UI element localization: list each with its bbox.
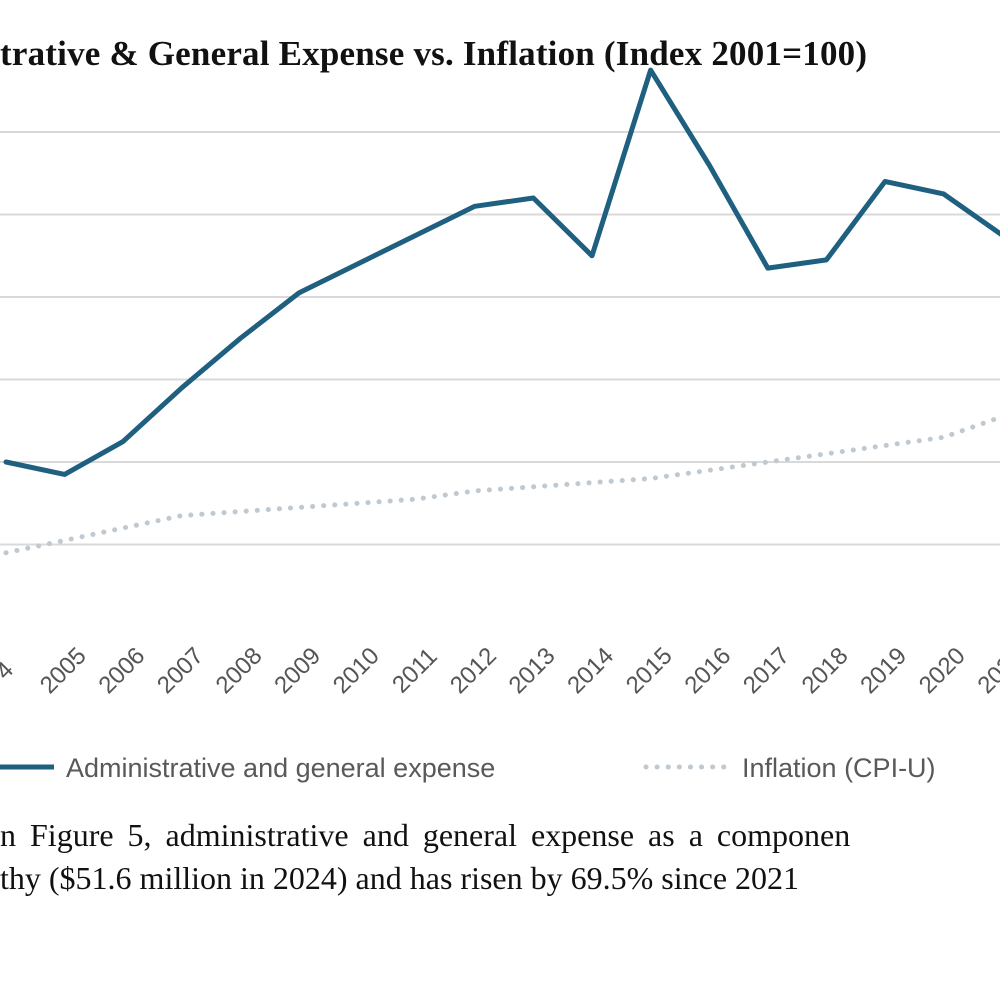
x-tick-label: 2009 (269, 642, 326, 699)
x-tick-label: 2006 (93, 642, 150, 699)
x-tick-label: 2015 (621, 642, 678, 699)
x-axis-tick-labels: 4 2005 2006 2007 2008 2009 2010 2011 2012 2013 201… (0, 642, 1000, 699)
x-tick-label: 2013 (504, 642, 561, 699)
x-tick-label: 2019 (855, 642, 912, 699)
caption-line-2: thy ($51.6 million in 2024) and has rise… (0, 860, 800, 896)
series-line-0 (3, 67, 1000, 477)
x-tick-label: 2007 (152, 642, 209, 699)
x-tick-label: 4 (0, 656, 19, 685)
x-tick-label: 2010 (328, 642, 385, 699)
x-tick-label: 2020 (914, 642, 971, 699)
legend-label: Administrative and general expense (66, 753, 495, 783)
x-tick-label: 2018 (797, 642, 854, 699)
x-tick-label: 2011 (387, 643, 443, 699)
x-tick-label: 2008 (211, 642, 268, 699)
x-tick-label: 2016 (679, 642, 736, 699)
legend-label: Inflation (CPI-U) (742, 753, 936, 783)
chart-svg: 4 2005 2006 2007 2008 2009 2010 2011 2012 2013 201… (0, 67, 1000, 783)
x-tick-label: 2005 (35, 642, 92, 699)
series-line-1 (3, 414, 1000, 556)
x-tick-label: 2014 (562, 642, 619, 699)
x-tick-label: 2012 (445, 642, 502, 699)
x-tick-label: 2017 (738, 642, 795, 699)
series-lines (3, 67, 1000, 556)
x-tick-label: 2021 (972, 642, 1000, 699)
legend: Administrative and general expense Inflat… (0, 753, 936, 783)
caption-line-1: n Figure 5, administrative and general e… (0, 817, 851, 853)
gridlines (0, 131, 1000, 546)
chart-title: trative & General Expense vs. Inflation … (0, 34, 868, 73)
